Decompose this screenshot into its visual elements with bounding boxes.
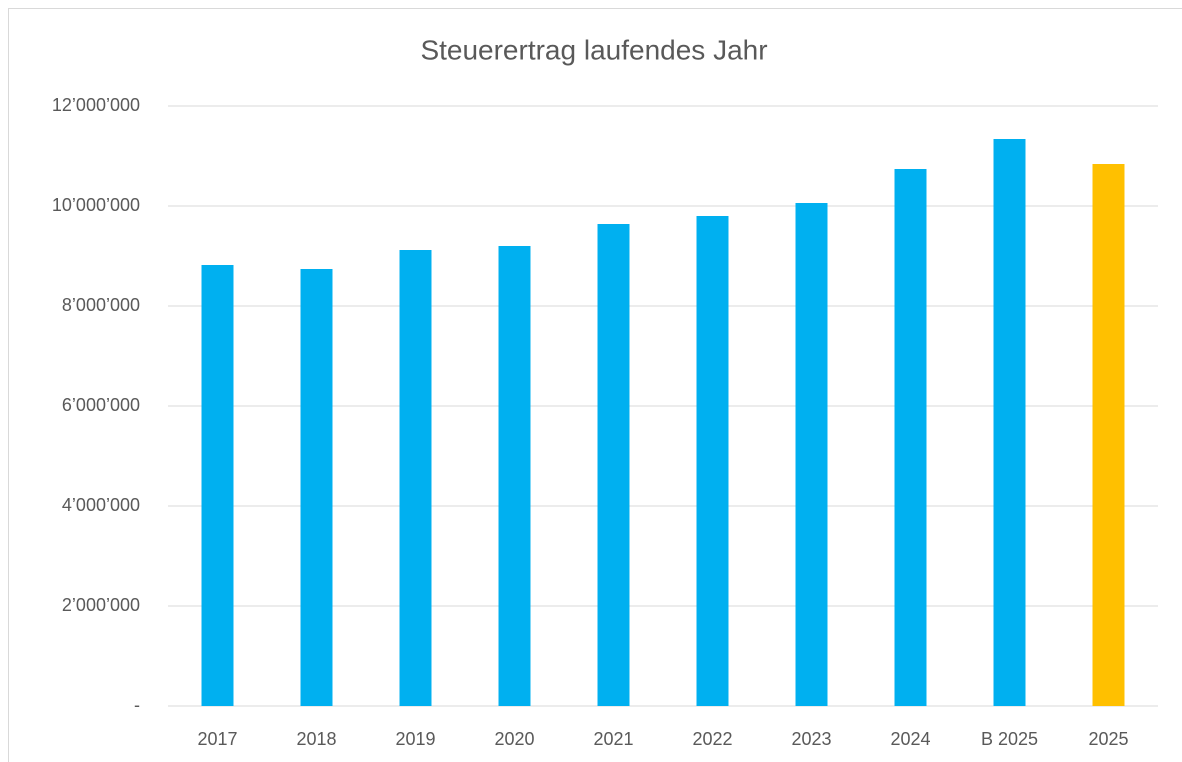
y-tick-label: 8’000’000 — [62, 295, 140, 315]
x-tick-label: 2017 — [197, 729, 237, 749]
bar — [993, 139, 1026, 706]
x-tick-label: 2020 — [494, 729, 534, 749]
x-tick-label: 2018 — [296, 729, 336, 749]
chart-title: Steuerertrag laufendes Jahr — [420, 34, 767, 65]
x-tick-label: B 2025 — [981, 729, 1038, 749]
bar — [201, 265, 234, 706]
x-tick-label: 2019 — [395, 729, 435, 749]
y-tick-label: 10’000’000 — [52, 195, 140, 215]
y-tick-label: 4’000’000 — [62, 495, 140, 515]
y-tick-label: 2’000’000 — [62, 595, 140, 615]
bar — [1092, 164, 1125, 706]
bar — [795, 203, 828, 706]
bar — [894, 169, 927, 706]
bar — [399, 250, 432, 706]
bar — [696, 216, 729, 706]
x-tick-label: 2025 — [1088, 729, 1128, 749]
x-tick-label: 2021 — [593, 729, 633, 749]
x-tick-label: 2023 — [791, 729, 831, 749]
y-tick-label: - — [134, 695, 140, 715]
x-tick-label: 2022 — [692, 729, 732, 749]
bar — [597, 224, 630, 706]
y-tick-label: 6’000’000 — [62, 395, 140, 415]
x-tick-label: 2024 — [890, 729, 930, 749]
bar — [300, 269, 333, 706]
y-tick-label: 12’000’000 — [52, 95, 140, 115]
bar — [498, 246, 531, 706]
